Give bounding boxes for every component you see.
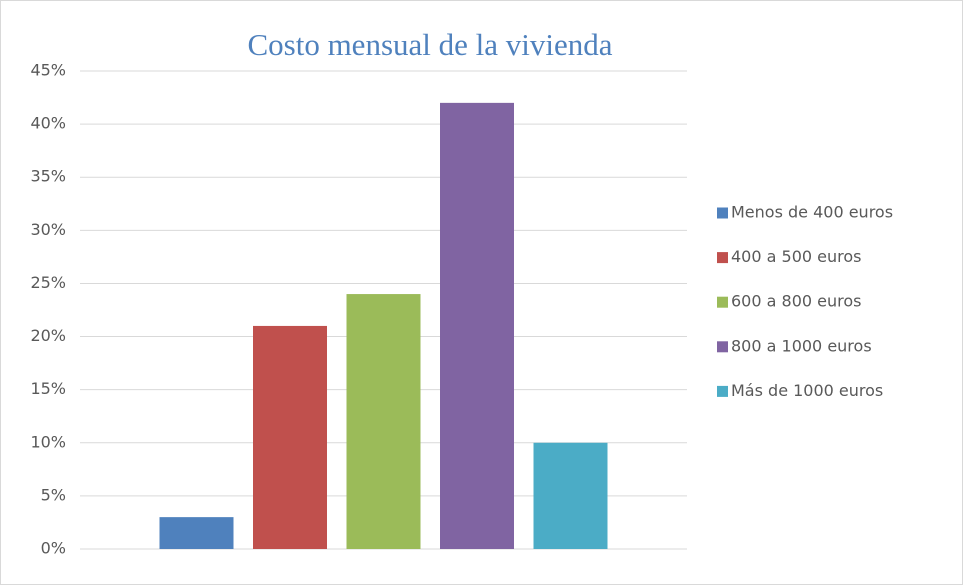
legend-label: 800 a 1000 euros: [731, 336, 872, 355]
legend-swatch: [717, 385, 728, 397]
legend-label: Más de 1000 euros: [731, 381, 883, 400]
legend-swatch: [717, 252, 728, 264]
legend-label: Menos de 400 euros: [731, 203, 893, 222]
legend-swatch: [717, 207, 728, 219]
bar: [533, 442, 608, 549]
bar: [159, 517, 234, 549]
legend-label: 400 a 500 euros: [731, 247, 861, 266]
legend-swatch: [717, 296, 728, 308]
y-tick-label: 35%: [30, 167, 66, 186]
y-tick-label: 15%: [30, 379, 66, 398]
chart-title: Costo mensual de la vivienda: [247, 27, 612, 62]
legend-label: 600 a 800 euros: [731, 292, 861, 311]
y-tick-label: 40%: [30, 114, 66, 133]
bar: [253, 325, 327, 549]
y-tick-label: 45%: [30, 61, 66, 80]
legend-swatch: [717, 341, 728, 353]
y-tick-label: 25%: [30, 273, 66, 292]
y-tick-label: 30%: [30, 220, 66, 239]
bar: [346, 294, 421, 549]
bar: [440, 102, 514, 549]
y-tick-label: 20%: [30, 326, 66, 345]
y-tick-label: 0%: [41, 539, 66, 558]
y-tick-label: 5%: [41, 485, 66, 504]
y-tick-label: 10%: [30, 432, 66, 451]
